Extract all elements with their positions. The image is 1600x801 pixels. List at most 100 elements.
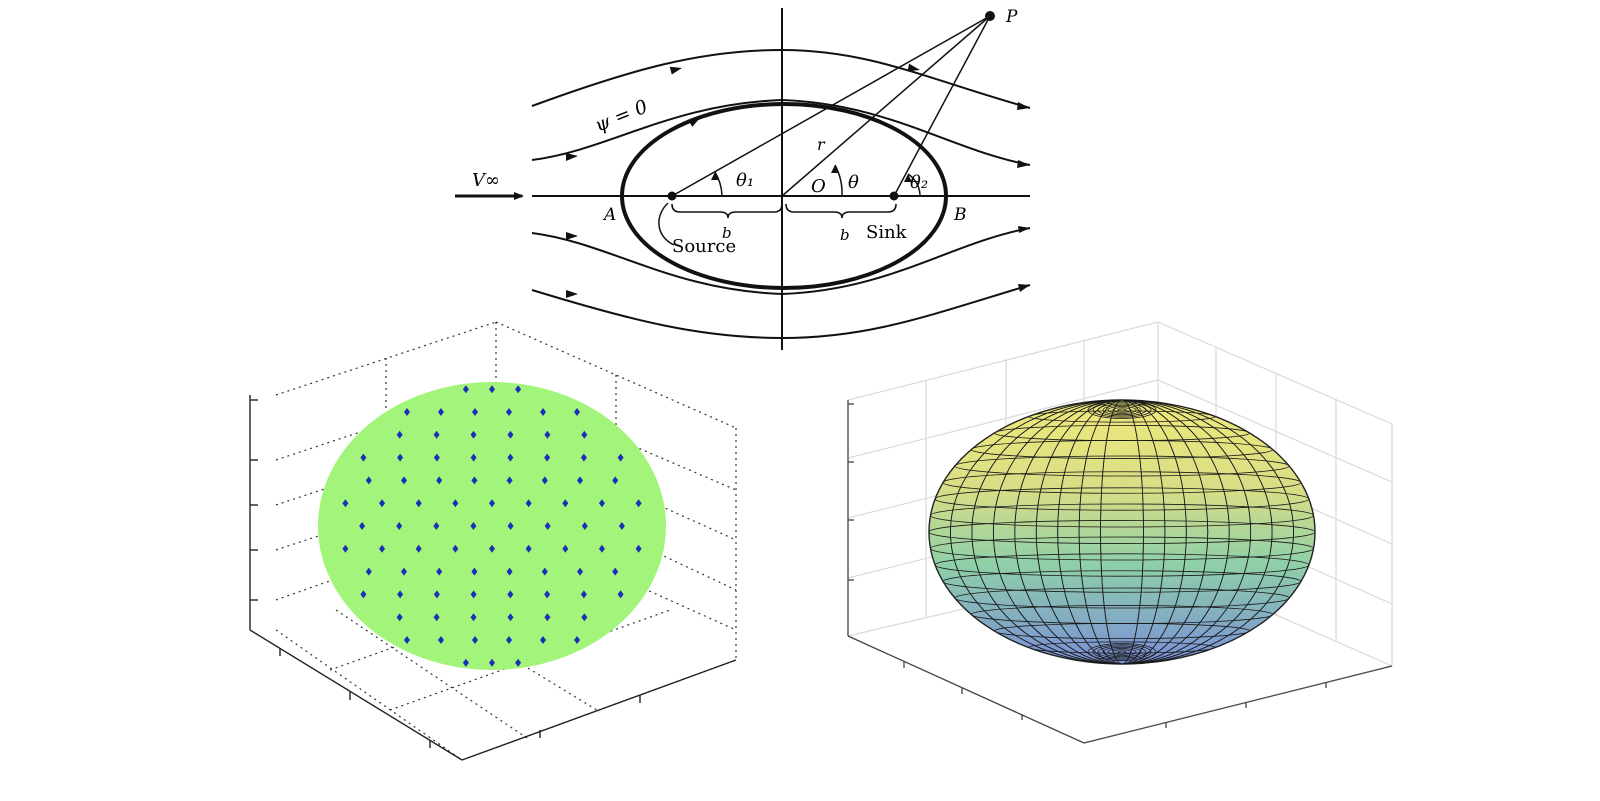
sample-point [515,385,522,394]
sample-point [577,476,584,485]
sample-point [403,636,410,644]
sample-point [489,499,495,508]
sample-point [403,408,410,416]
sample-point [471,408,478,416]
sample-point [580,590,587,599]
sample-point [433,590,440,599]
sample-points [342,385,642,667]
source-pointer [658,202,675,246]
label-source: Source [672,236,736,257]
sample-point [489,658,495,667]
label-psi-zero: ψ = 0 [592,96,651,137]
sample-point [612,567,619,576]
mesh-meridian [992,400,1252,664]
sample-point [525,544,532,553]
sample-point [581,522,588,530]
sample-point [462,658,469,667]
mesh-pole-bottom [1102,646,1142,658]
sample-point [598,544,605,553]
mesh-pole-top [1087,401,1157,419]
sample-point [580,453,587,462]
streamlines [531,48,1031,340]
mesh-pole-bottom [1107,648,1137,656]
sample-point [437,408,444,416]
sample-point [396,613,403,622]
label-theta: θ [848,172,859,193]
mesh-meridian [1100,400,1144,664]
sample-point [397,590,404,599]
label-b-point: B [953,205,967,225]
sample-point [618,522,625,530]
surface-mesh [929,400,1315,664]
sample-point [577,567,584,576]
sample-point [433,453,440,462]
sample-point [541,567,548,576]
sample-point [574,636,581,644]
sample-point [436,567,443,576]
sample-point [598,499,605,508]
sample-point [433,430,440,439]
sample-point [507,590,514,599]
sample-point [515,658,522,667]
sample-point [462,385,469,394]
streamline-lower [531,227,1031,296]
label-a: A [602,205,616,225]
mesh-meridian [1057,400,1187,664]
sample-point [581,613,588,622]
sample-point [506,408,513,416]
axes-solid [249,395,737,761]
sample-point [525,499,532,508]
sample-point [507,522,514,530]
sphere-point-cloud-plot [249,321,737,761]
sample-point [379,544,386,553]
sample-point [489,385,495,394]
sample-point [436,476,443,485]
sample-point [452,544,459,553]
mesh-pole-top [1117,408,1127,412]
sample-point [470,590,477,599]
mesh-pole-top [1107,406,1137,414]
sample-point [581,430,588,439]
sample-point [562,544,569,553]
sample-point [506,567,513,576]
sample-point [540,408,547,416]
distance-braces [671,203,897,219]
rays-to-p [671,15,991,197]
sample-point [470,522,477,530]
dividing-streamline-oval [620,102,948,290]
sample-point [379,499,386,508]
mesh-pole-top [1102,404,1142,416]
sample-point [415,544,422,553]
sample-point [544,590,551,599]
sample-point [433,522,440,530]
mesh-latitude [942,570,1302,593]
sample-point [506,636,513,644]
sample-point [635,499,642,508]
angle-arrows [711,165,912,182]
sample-point [437,636,444,644]
sample-point [562,499,569,508]
sample-point [541,476,548,485]
sample-point [397,453,404,462]
axis-ticks [848,403,1327,728]
sample-point [540,636,547,644]
label-b-left: b [722,224,732,242]
mesh-meridian [971,400,1273,664]
sample-point [342,544,349,553]
sample-point [470,430,477,439]
mesh-meridian [950,400,1294,664]
mesh-pole-top [1112,407,1132,413]
sample-point [574,408,581,416]
ellipsoid-surface-plot [847,321,1393,744]
sample-point [471,476,478,485]
sample-point [470,453,477,462]
sample-point [507,613,514,622]
mesh-meridian [1078,400,1166,664]
mesh-latitude [942,471,1302,494]
mesh-pole-bottom [1092,644,1152,660]
sample-point [544,522,551,530]
sample-point [635,544,642,553]
label-p: P [1005,7,1018,27]
sample-point [365,476,372,485]
source-point [667,191,677,201]
